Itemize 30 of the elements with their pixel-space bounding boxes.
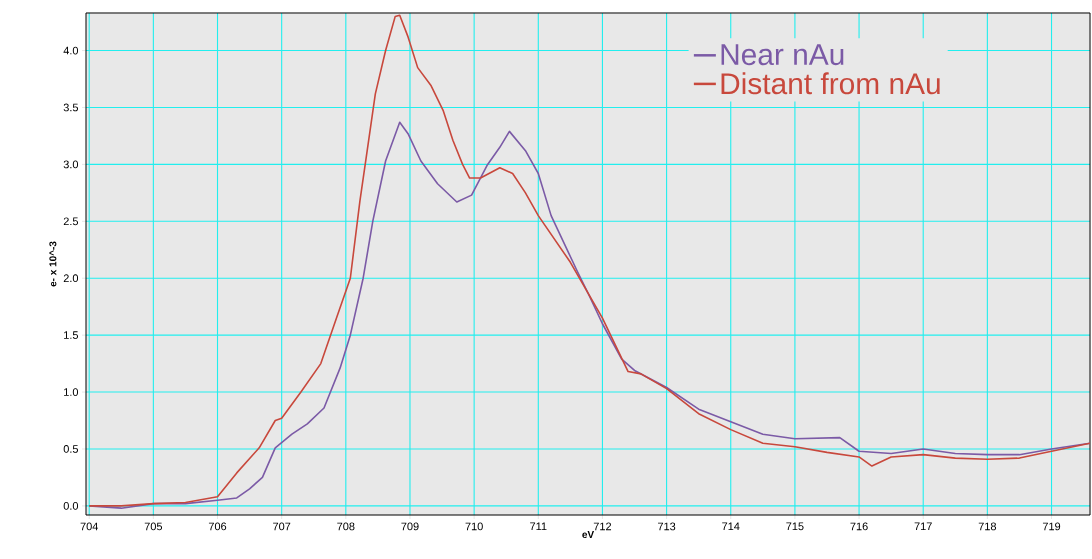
x-tick-label: 710 (465, 522, 483, 531)
y-tick-label: 2.5 (63, 217, 79, 226)
x-tick-label: 713 (658, 522, 676, 531)
x-tick-label: 711 (530, 522, 547, 531)
line-series (88, 14, 1091, 507)
x-tick-label: 718 (978, 522, 997, 531)
x-tick-label: 712 (593, 522, 612, 531)
x-tick-label: 705 (144, 522, 163, 531)
x-tick-label: 708 (337, 522, 355, 531)
x-axis-title: eV (582, 531, 595, 539)
y-tick-label: 2.0 (63, 274, 79, 283)
x-tick-label: 716 (850, 522, 868, 531)
y-tick-label: 1.5 (64, 331, 79, 339)
x-tick-label: 704 (80, 522, 99, 531)
x-tick-label: 714 (722, 522, 740, 531)
legend-label: Distant from nAu (721, 72, 940, 95)
y-tick-label: 4.0 (63, 46, 79, 55)
x-tick-label: 715 (786, 522, 804, 531)
x-tick-label: 707 (273, 522, 291, 531)
y-tick-label: 3.0 (63, 160, 79, 169)
legend-label: Near nAu (721, 44, 844, 66)
y-tick-label: 3.5 (63, 103, 79, 112)
y-tick-label: 1.0 (64, 388, 79, 396)
y-axis-title: e- x 10^-3 (49, 241, 57, 287)
y-tick-label: 0.0 (63, 502, 79, 510)
x-tick-label: 719 (1042, 522, 1061, 531)
x-tick-label: 709 (401, 522, 419, 531)
x-tick-label: 717 (914, 522, 932, 531)
x-tick-label: 706 (208, 522, 227, 531)
y-tick-label: 0.5 (63, 445, 79, 453)
